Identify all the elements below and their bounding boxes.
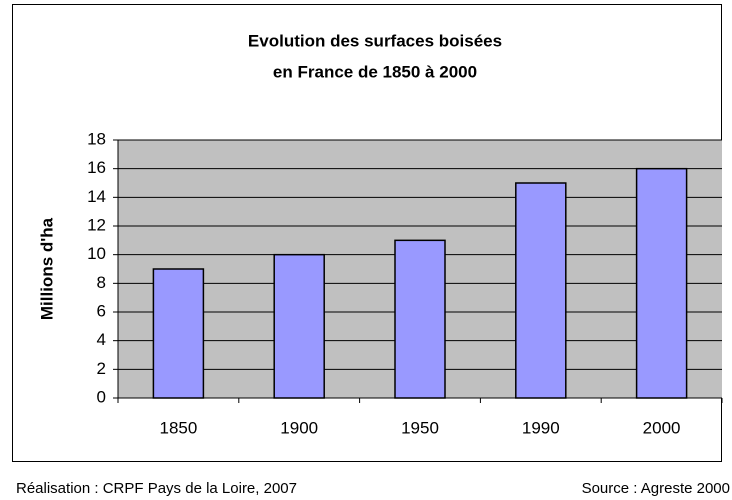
- chart-title: en France de 1850 à 2000: [273, 62, 477, 81]
- chart-title: Evolution des surfaces boisées: [248, 31, 502, 50]
- y-tick-label: 8: [97, 273, 106, 292]
- bar: [273, 253, 325, 399]
- y-tick-label: 4: [97, 330, 106, 349]
- credit: Réalisation : CRPF Pays de la Loire, 200…: [16, 480, 297, 497]
- x-tick-label: 1990: [522, 418, 560, 437]
- y-tick-label: 14: [87, 187, 106, 206]
- credit: Source : Agreste 2000: [582, 480, 730, 497]
- y-tick-label: 10: [87, 244, 106, 263]
- y-tick-label: 16: [87, 158, 106, 177]
- bar: [394, 239, 446, 399]
- y-tick-label: 2: [97, 359, 106, 378]
- y-tick-label: 6: [97, 301, 106, 320]
- y-tick-label: 12: [87, 215, 106, 234]
- x-tick-label: 1900: [280, 418, 318, 437]
- x-tick-label: 1850: [159, 418, 197, 437]
- bar: [515, 182, 567, 399]
- y-tick-label: 0: [97, 387, 106, 406]
- bar: [152, 268, 205, 399]
- y-axis-label: Millions d'ha: [37, 217, 56, 320]
- x-tick-label: 2000: [643, 418, 681, 437]
- x-tick-label: 1950: [401, 418, 439, 437]
- bar: [635, 167, 688, 399]
- y-tick-label: 18: [87, 129, 106, 148]
